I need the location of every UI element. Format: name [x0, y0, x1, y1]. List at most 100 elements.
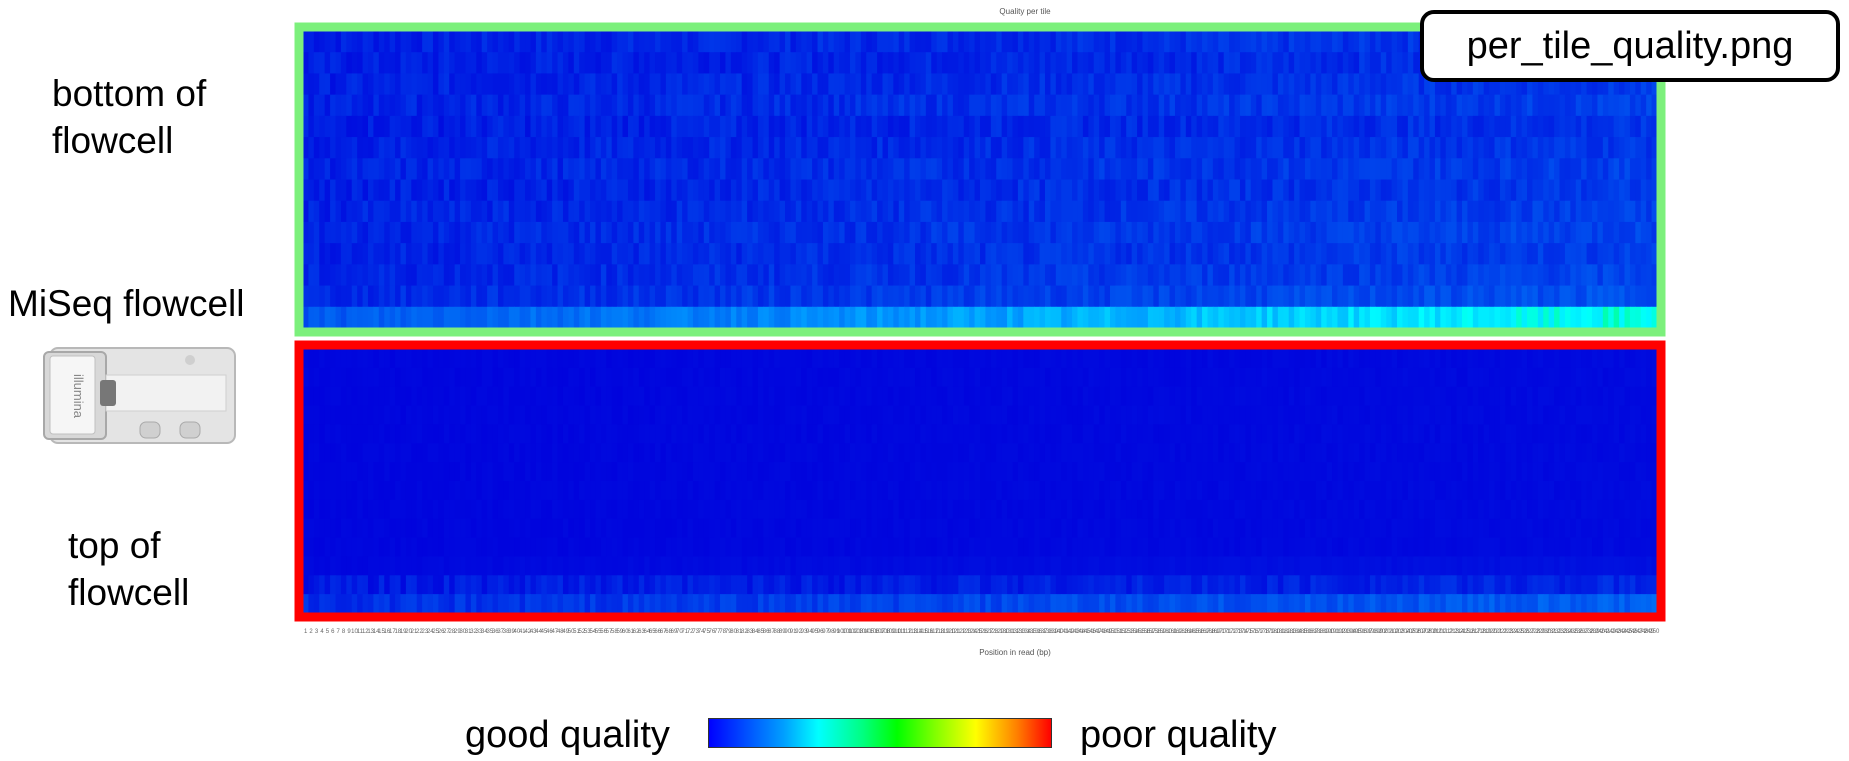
heatmap-cell [1570, 94, 1577, 117]
heatmap-cell [665, 115, 672, 138]
heatmap-cell [812, 243, 819, 265]
heatmap-cell [1380, 115, 1387, 138]
heatmap-cell [508, 285, 515, 308]
heatmap-cell [893, 405, 900, 426]
heatmap-cell [774, 115, 781, 138]
heatmap-cell [747, 73, 754, 96]
heatmap-cell [1001, 405, 1008, 426]
heatmap-cell [432, 94, 439, 117]
heatmap-cell [622, 115, 629, 138]
heatmap-cell [1028, 443, 1035, 463]
heatmap-cell [600, 94, 607, 117]
heatmap-cell [687, 115, 694, 138]
heatmap-cell [438, 31, 445, 53]
heatmap-cell [676, 285, 683, 308]
heatmap-cell [1575, 115, 1582, 138]
heatmap-cell [1185, 386, 1192, 407]
heatmap-cell [497, 200, 504, 223]
heatmap-cell [709, 349, 716, 369]
heatmap-cell [1093, 73, 1100, 96]
heatmap-cell [568, 386, 575, 407]
heatmap-cell [920, 158, 927, 181]
heatmap-cell [1608, 94, 1615, 117]
heatmap-cell [655, 386, 662, 407]
heatmap-cell [395, 94, 402, 117]
heatmap-cell [1332, 137, 1339, 159]
heatmap-cell [1223, 158, 1230, 181]
heatmap-cell [1142, 115, 1149, 138]
heatmap-cell [1288, 264, 1295, 287]
heatmap-cell [1147, 367, 1154, 388]
heatmap-cell [1613, 264, 1620, 287]
heatmap-cell [1581, 306, 1588, 329]
heatmap-cell [1321, 285, 1328, 308]
heatmap-cell [996, 31, 1003, 53]
heatmap-cell [703, 264, 710, 287]
heatmap-cell [1646, 94, 1653, 117]
heatmap-cell [1592, 264, 1599, 287]
heatmap-cell [552, 115, 559, 138]
heatmap-cell [1082, 31, 1089, 53]
heatmap-cell [335, 405, 342, 426]
heatmap-cell [1012, 386, 1019, 407]
heatmap-cell [1072, 115, 1079, 138]
heatmap-cell [833, 285, 840, 308]
heatmap-cell [627, 221, 634, 244]
heatmap-cell [622, 443, 629, 463]
heatmap-cell [720, 52, 727, 75]
heatmap-cell [552, 158, 559, 181]
heatmap-cell [481, 285, 488, 308]
heatmap-cell [606, 349, 613, 369]
heatmap-cell [1082, 221, 1089, 244]
heatmap-cell [1131, 52, 1138, 75]
heatmap-cell [1023, 306, 1030, 329]
heatmap-cell [947, 424, 954, 444]
heatmap-cell [367, 443, 375, 463]
heatmap-cell [622, 179, 629, 202]
heatmap-cell [1304, 115, 1311, 138]
heatmap-cell [584, 158, 591, 181]
heatmap-cell [416, 52, 423, 75]
heatmap-cell [774, 306, 781, 329]
heatmap-cell [1256, 405, 1263, 426]
heatmap-cell [844, 158, 851, 181]
heatmap-cell [871, 221, 878, 244]
heatmap-cell [1359, 405, 1366, 426]
heatmap-cell [1104, 158, 1111, 181]
heatmap-cell [779, 94, 786, 117]
heatmap-cell [1527, 264, 1534, 287]
heatmap-cell [1564, 115, 1571, 138]
heatmap-cell [774, 221, 781, 244]
heatmap-cell [1223, 179, 1230, 202]
heatmap-cell [1505, 179, 1512, 202]
heatmap-cell [952, 405, 959, 426]
heatmap-cell [1267, 52, 1274, 75]
heatmap-cell [725, 52, 732, 75]
heatmap-cell [1467, 306, 1474, 329]
heatmap-cell [627, 386, 634, 407]
heatmap-cell [384, 31, 391, 53]
heatmap-cell [844, 179, 851, 202]
heatmap-cell [958, 285, 965, 308]
heatmap-cell [736, 158, 743, 181]
heatmap-cell [806, 31, 813, 53]
heatmap-cell [1088, 158, 1095, 181]
heatmap-cell [1445, 137, 1452, 159]
heatmap-cell [1478, 94, 1485, 117]
heatmap-cell [1478, 200, 1485, 223]
heatmap-cell [346, 200, 353, 223]
heatmap-cell [747, 243, 754, 265]
heatmap-cell [357, 94, 364, 117]
heatmap-cell [319, 200, 326, 223]
heatmap-cell [752, 405, 759, 426]
heatmap-cell [1120, 179, 1127, 202]
heatmap-cell [730, 264, 737, 287]
heatmap-cell [1510, 179, 1517, 202]
heatmap-cell [1445, 115, 1452, 138]
heatmap-cell [1028, 424, 1035, 444]
heatmap-cell [1375, 367, 1382, 388]
heatmap-cell [1467, 94, 1474, 117]
heatmap-cell [546, 158, 553, 181]
heatmap-cell [1527, 349, 1534, 369]
heatmap-cell [850, 285, 857, 308]
